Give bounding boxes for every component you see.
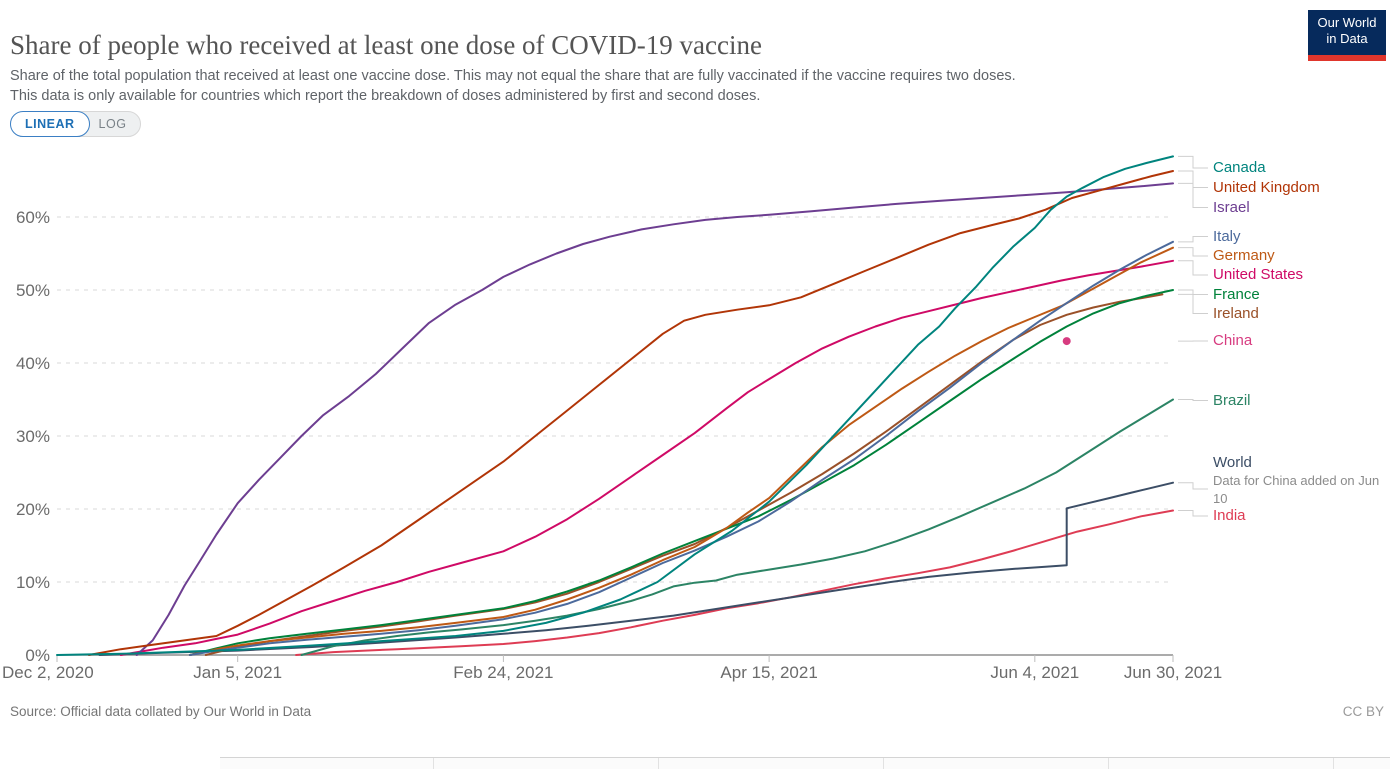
chart-subtitle-line1: Share of the total population that recei… [10, 67, 1016, 84]
chart-subtitle: Share of the total population that recei… [10, 66, 1016, 106]
entity-table-sliver [220, 757, 1390, 769]
legend-item-china[interactable]: China [1213, 332, 1253, 349]
y-tick-label: 50% [15, 281, 50, 300]
y-tick-label: 60% [15, 208, 50, 227]
legend-item-canada[interactable]: Canada [1213, 159, 1266, 176]
legend-item-germany[interactable]: Germany [1213, 247, 1275, 264]
legend-item-israel[interactable]: Israel [1213, 198, 1250, 216]
y-tick-label: 0% [25, 646, 50, 665]
x-tick-label: Dec 2, 2020 [2, 663, 94, 682]
page-title: Share of people who received at least on… [10, 30, 762, 61]
x-tick-label: Feb 24, 2021 [453, 663, 554, 682]
x-tick-label: Jan 5, 2021 [193, 663, 283, 682]
legend-item-world[interactable]: World [1213, 454, 1252, 471]
legend-item-brazil[interactable]: Brazil [1213, 391, 1251, 409]
timeline-control: Dec 2, 2020 Jun 30, 2021 [0, 725, 1393, 757]
axis-scale-toggle: LINEAR LOG [10, 111, 142, 137]
owid-logo-line2: in Data [1326, 31, 1368, 46]
owid-logo[interactable]: Our World in Data [1308, 10, 1386, 61]
y-tick-label: 40% [15, 354, 50, 373]
x-tick-label: Jun 30, 2021 [1123, 663, 1223, 682]
chart-subtitle-line2: This data is only available for countrie… [10, 87, 761, 104]
y-tick-label: 20% [15, 500, 50, 519]
legend-item-india[interactable]: India [1213, 507, 1246, 524]
legend-item-united-kingdom[interactable]: United Kingdom [1213, 178, 1320, 196]
x-tick-label: Apr 15, 2021 [720, 663, 818, 682]
y-tick-label: 10% [15, 573, 50, 592]
legend-item-ireland[interactable]: Ireland [1213, 304, 1259, 322]
source-row: Source: Official data collated by Our Wo… [10, 704, 1385, 719]
owid-logo-line1: Our World [1317, 15, 1377, 30]
license-link[interactable]: CC BY [1342, 704, 1384, 719]
legend-note-world: Data for China added on Jun 10 [1213, 473, 1380, 506]
x-tick-label: Jun 4, 2021 [990, 663, 1080, 682]
linear-toggle-button[interactable]: LINEAR [10, 111, 90, 137]
y-tick-label: 30% [15, 427, 50, 446]
legend-item-italy[interactable]: Italy [1213, 227, 1241, 245]
legend-item-france[interactable]: France [1213, 285, 1260, 303]
source-text: Source: Official data collated by Our Wo… [10, 704, 312, 719]
legend-item-united-states[interactable]: United States [1213, 266, 1304, 283]
